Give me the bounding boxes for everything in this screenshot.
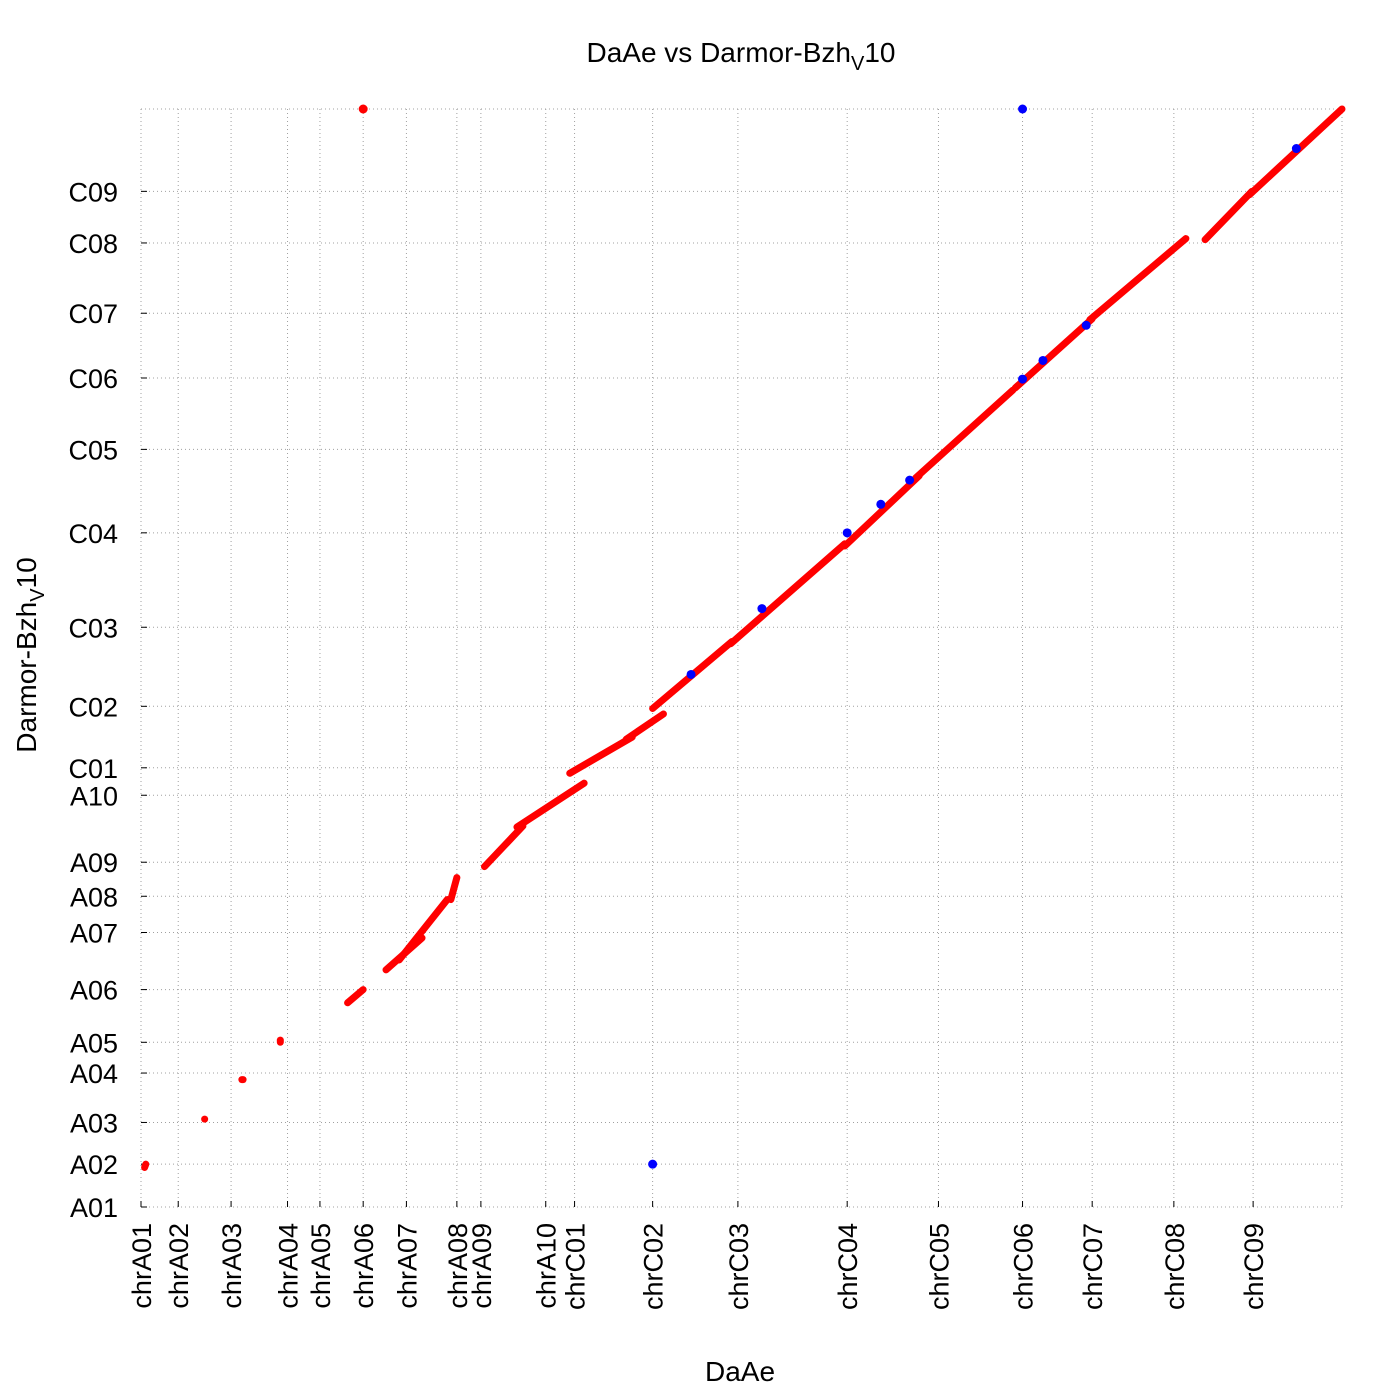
alignment-segment [344,986,367,1007]
y-tick-label: C02 [68,692,118,722]
alignment-segment [141,1160,150,1171]
x-tick-label: chrA09 [467,1223,497,1309]
alignment-point [1018,104,1028,114]
y-tick-label: A05 [70,1028,118,1058]
y-tick-label: A10 [70,781,118,811]
x-tick-label: chrC03 [724,1223,754,1310]
x-tick-label: chrA08 [443,1223,473,1309]
alignment-point [1038,355,1048,365]
alignment-segment [912,386,1017,482]
y-axis-label: Darmor-BzhV10 [11,557,49,752]
x-tick-label: chrC01 [561,1223,591,1310]
x-tick-label: chrC04 [833,1223,863,1310]
alignment-point [686,669,696,679]
x-tick-label: chrA07 [392,1223,422,1309]
data-marks [141,104,1346,1171]
alignment-point [757,604,767,614]
chart-title: DaAe vs Darmor-BzhV10 [586,37,895,75]
alignment-segment [513,779,588,831]
y-tick-label: A06 [70,976,118,1006]
y-tick-label: C06 [68,364,118,394]
alignment-segment [1086,235,1190,324]
y-tick-label: C05 [68,435,118,465]
alignment-point [358,104,368,114]
x-tick-label: chrC02 [639,1223,669,1310]
y-tick-label: A09 [70,848,118,878]
alignment-segment [841,472,923,550]
y-tick-label: C04 [68,519,118,549]
x-tick-label: chrA06 [349,1223,379,1309]
x-tick-label: chrA01 [127,1223,157,1309]
x-tick-label: chrC06 [1009,1223,1039,1310]
alignment-segment [447,874,461,904]
y-tick-label: A08 [70,882,118,912]
x-axis-ticks: chrA01 chrA02 chrA03 chrA04 chrA05 chrA06 chrA… [127,1201,1269,1310]
alignment-point [876,499,886,509]
alignment-segment [480,822,527,871]
y-tick-label: C01 [68,754,118,784]
y-tick-label: C08 [68,229,118,259]
y-tick-label: C07 [68,299,118,329]
alignment-segment [1011,315,1096,392]
alignment-point [842,528,852,538]
alignment-point [648,1159,658,1169]
x-tick-label: chrC08 [1160,1223,1190,1310]
x-tick-label: chrA10 [532,1223,562,1309]
x-tick-label: chrC09 [1239,1223,1269,1310]
y-tick-label: A01 [70,1193,118,1223]
y-tick-label: A04 [70,1059,118,1089]
y-tick-label: A03 [70,1108,118,1138]
x-axis-label: DaAe [705,1356,775,1387]
y-tick-label: C03 [68,613,118,643]
alignment-point [905,475,915,485]
y-tick-label: A02 [70,1150,118,1180]
alignment-point [1291,144,1301,154]
alignment-segment [1201,187,1256,244]
alignment-point [1018,374,1028,384]
alignment-segment [727,540,849,648]
alignment-segment [566,733,636,777]
x-tick-label: chrA05 [306,1223,336,1309]
x-tick-label: chrC07 [1078,1223,1108,1310]
x-tick-label: chrA04 [274,1223,304,1309]
x-tick-label: chrA02 [164,1223,194,1309]
y-tick-label: A07 [70,919,118,949]
alignment-segment [622,710,667,743]
y-tick-label: C09 [68,177,118,207]
alignment-segment [395,896,451,964]
alignment-point [1081,320,1091,330]
grid [140,108,1343,1208]
x-tick-label: chrA03 [217,1223,247,1309]
x-tick-label: chrC05 [924,1223,954,1310]
